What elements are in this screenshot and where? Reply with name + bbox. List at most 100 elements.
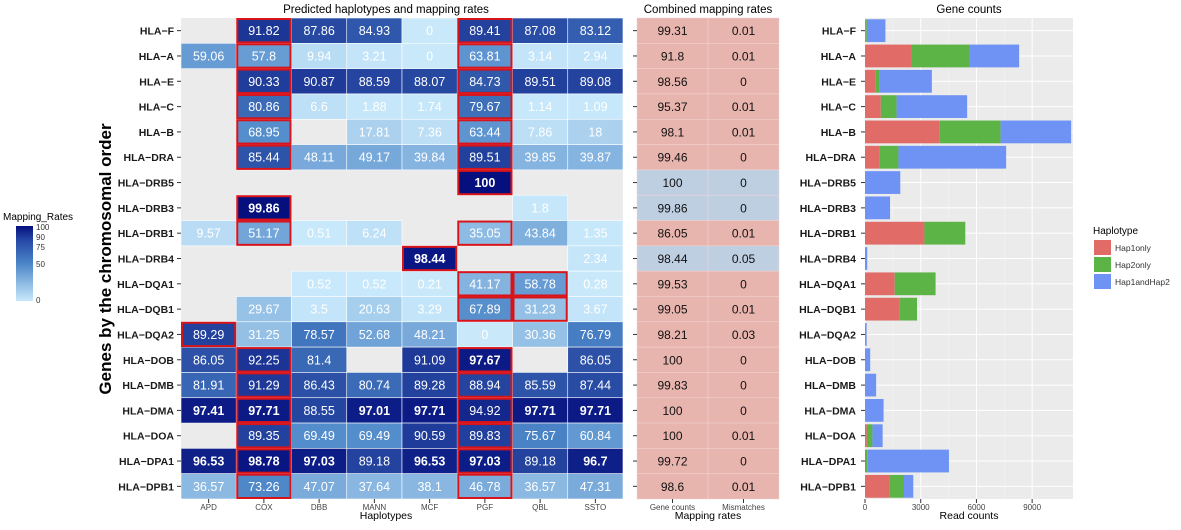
table-cell [636, 448, 709, 474]
heatmap-cell [567, 321, 624, 348]
gene-label: HLA−DQA2 [117, 329, 174, 341]
heatmap-value: 41.17 [469, 277, 500, 291]
heatmap-cell [512, 118, 569, 145]
heatmap-value: 18 [588, 125, 602, 139]
bar-segment-hap1only [865, 474, 890, 498]
highlight-border [512, 296, 568, 322]
table-value: 99.86 [657, 201, 687, 215]
table-value: 99.46 [657, 151, 687, 165]
bar-segment-hap1andhap2 [872, 424, 883, 448]
bar-segment-hap2only [865, 449, 868, 473]
table-cell [636, 43, 709, 69]
table-cell [707, 68, 780, 95]
table-cell [707, 43, 780, 69]
bar-segment-hap1andhap2 [865, 323, 867, 346]
heatmap-value: 80.74 [359, 379, 390, 393]
heatmap-value: 97.71 [414, 404, 445, 418]
highlight-border [236, 68, 292, 94]
bar-segment-hap2only [889, 474, 904, 498]
heatmap-value: 90.33 [248, 75, 279, 89]
highlight-border [236, 220, 292, 246]
heatmap-value: 67.89 [469, 303, 500, 317]
axis-labels: HLA−F HLA−F HLA−A HLA−A HLA−E HLA−E HLA−C HLA−C… [117, 26, 1041, 512]
highlight-border [236, 43, 292, 69]
heatmap-value: 97.71 [248, 404, 279, 418]
haplotype-label: SSTO [585, 503, 607, 512]
heatmap-cell [567, 245, 624, 272]
heatmap-value: 39.84 [414, 151, 445, 165]
heatmap-value: 92.25 [248, 353, 279, 367]
bar-segment-hap2only [939, 120, 1001, 144]
bar-segment-hap1only [865, 145, 880, 169]
heatmap-cell [346, 68, 403, 95]
heatmap-value: 37.64 [359, 480, 390, 494]
bar-segment-hap2only [899, 297, 917, 321]
bar-segment-hap1andhap2 [1000, 120, 1072, 144]
heatmap-value: 1.35 [583, 227, 607, 241]
heatmap-value: 85.44 [248, 151, 279, 165]
heatmap-value: 88.94 [469, 379, 500, 393]
gene-label: HLA−B [139, 127, 175, 139]
mapping-legend-tick: 100 [36, 223, 50, 232]
highlight-border [402, 245, 458, 272]
highlight-border [457, 220, 513, 246]
heatmap-value: 89.18 [359, 455, 390, 469]
table-value: 0 [740, 277, 747, 291]
heatmap-cell [456, 448, 513, 474]
heatmap-cell [180, 448, 237, 474]
bar-gene-label: HLA−DRB5 [800, 178, 856, 190]
heatmap-cell [401, 346, 458, 373]
bar-segment-hap1andhap2 [865, 171, 901, 194]
bar-segment-hap1andhap2 [865, 373, 877, 397]
heatmap-cell [291, 43, 348, 69]
heatmap-value: 86.43 [303, 379, 334, 393]
heatmap-value: 1.14 [528, 100, 552, 114]
heatmap-cell [401, 422, 458, 449]
heatmap-value: 96.53 [414, 455, 445, 469]
heatmap-value: 6.6 [310, 100, 327, 114]
heatmap-value: 0.52 [307, 277, 331, 291]
heatmap-value: 0 [481, 328, 488, 342]
heatmap-cell [291, 473, 348, 500]
highlight-border [457, 423, 513, 449]
haplotype-label: MCF [421, 503, 438, 512]
heatmap-cell [291, 448, 348, 474]
heatmap-value: 39.85 [524, 151, 555, 165]
bar-gene-label: HLA−DMA [804, 405, 856, 417]
table-cell [707, 93, 780, 120]
heatmap-value: 1.8 [531, 201, 548, 215]
table-value: 0 [740, 176, 747, 190]
table-value: 0.01 [732, 100, 756, 114]
table-value: 86.05 [657, 227, 687, 241]
heatmap-cell [401, 296, 458, 323]
bar-gene-label: HLA−F [822, 26, 857, 38]
heatmap-cell [567, 473, 624, 500]
heatmap-value: 87.08 [524, 24, 555, 38]
bar-gene-label: HLA−DOB [805, 355, 856, 367]
heatmap-cell [346, 220, 403, 247]
bar-gene-label: HLA−DRB3 [800, 203, 856, 215]
bar-segment-hap2only [865, 19, 867, 43]
table-value: 0 [740, 404, 747, 418]
heatmap-cell [567, 397, 624, 424]
heatmap-value: 100 [474, 176, 495, 190]
table-value: 0 [740, 379, 747, 393]
heatmap-cell [401, 372, 458, 399]
legend-swatch-hap2only [1094, 257, 1111, 272]
table-cell [636, 68, 709, 95]
heatmap-cell [346, 93, 403, 120]
table-value: 0.01 [732, 125, 756, 139]
heatmap-value: 83.12 [580, 24, 611, 38]
heatmap-value: 0 [426, 49, 433, 63]
haplotype-legend: Haplotype Hap1only Hap2only Hap1andHap2 [1093, 226, 1170, 289]
heatmap-value: 2.34 [583, 252, 607, 266]
mapping-legend-tick: 90 [36, 233, 45, 242]
heatmap-value: 48.21 [414, 328, 445, 342]
table-x-title: Mapping rates [675, 510, 742, 522]
table-value: 0 [740, 201, 747, 215]
mapping-legend-tick: 50 [36, 260, 45, 269]
bar-segment-hap1only [865, 323, 866, 346]
bar-segment-hap1only [865, 69, 876, 93]
heatmap-cell [235, 43, 292, 69]
bar-gene-label: HLA−E [821, 76, 856, 88]
